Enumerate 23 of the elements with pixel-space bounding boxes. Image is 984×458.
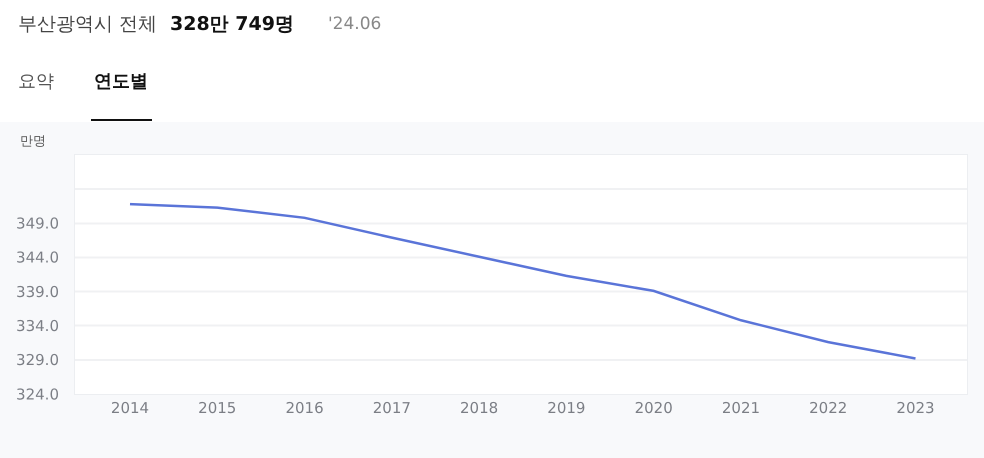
text: '24.06 bbox=[328, 14, 382, 34]
text: 요약 bbox=[18, 71, 54, 92]
y-tick-label: 344.0 bbox=[16, 248, 59, 267]
chart-subtitle: 328만 749명 bbox=[170, 13, 294, 35]
y-axis-title: 만명 bbox=[20, 134, 46, 149]
x-tick-label: 2023 bbox=[896, 399, 935, 417]
x-tick-label: 2016 bbox=[285, 399, 324, 417]
x-tick-label: 2021 bbox=[722, 399, 760, 417]
x-tick-label: 2014 bbox=[110, 399, 150, 417]
x-tick-label: 2019 bbox=[547, 399, 586, 417]
line-series bbox=[128, 202, 917, 360]
y-tick-label: 334.0 bbox=[16, 316, 59, 335]
y-tick-label: 329.0 bbox=[16, 351, 59, 370]
x-tick-label: 2017 bbox=[372, 399, 411, 417]
x-tick-label: 2018 bbox=[460, 399, 498, 417]
y-tick-label: 339.0 bbox=[16, 282, 59, 301]
x-tick-label: 2020 bbox=[634, 399, 673, 417]
text: 연도별 bbox=[94, 71, 148, 92]
chart-title: 부산광역시 전체 bbox=[18, 13, 158, 35]
y-tick-label: 349.0 bbox=[16, 214, 59, 233]
y-tick-label: 324.0 bbox=[16, 385, 59, 404]
x-tick-label: 2022 bbox=[809, 399, 848, 417]
x-tick-label: 2015 bbox=[198, 399, 236, 417]
